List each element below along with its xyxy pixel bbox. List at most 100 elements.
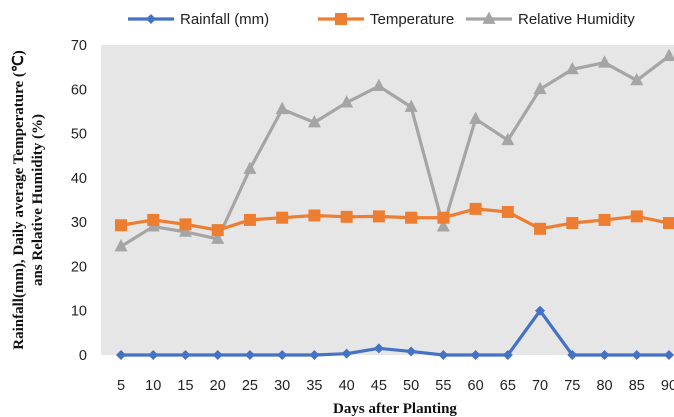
data-point-rainfall-mm [438,350,449,360]
data-point-relative-humidity [436,219,450,232]
data-point-relative-humidity [178,224,192,237]
x-tick-label: 45 [371,378,387,394]
data-point-relative-humidity [469,111,483,124]
data-point-temperature [243,213,256,226]
data-point-temperature [308,209,321,222]
data-point-temperature [211,224,224,237]
data-point-temperature [405,211,418,224]
data-point-rainfall-mm [470,350,481,360]
data-point-temperature [340,210,353,223]
plot-area [101,45,674,355]
x-tick-label: 25 [242,378,258,394]
x-tick-label: 5 [117,378,125,394]
data-point-rainfall-mm [309,350,320,360]
data-point-relative-humidity [662,48,674,61]
data-point-temperature [501,205,514,218]
data-point-rainfall-mm [406,346,417,357]
data-point-temperature [534,222,547,235]
series-line-rainfall-mm [121,309,669,357]
legend-item-relative-humidity: Relative Humidity [466,11,635,28]
y-axis-title: Rainfall(mm), Daily average Temperature … [11,50,46,349]
x-axis: 5 10 15 20 25 30 35 40 45 50 55 60 65 70 75 80 85 90 [117,378,674,394]
data-point-rainfall-mm [535,305,546,316]
x-tick-label: 15 [177,378,193,394]
data-point-rainfall-mm [567,350,578,360]
y-tick-label: 40 [71,171,87,187]
x-tick-label: 20 [210,378,226,394]
x-tick-label: 50 [403,378,419,394]
data-point-temperature [372,210,385,223]
data-point-relative-humidity [340,95,354,108]
data-point-temperature [179,218,192,231]
data-point-rainfall-mm [244,350,255,360]
y-tick-label: 70 [71,38,87,54]
legend-item-rainfall-mm: Rainfall (mm) [128,11,269,28]
y-axis: 0 10 20 30 40 50 60 70 [71,38,87,364]
y-axis-title-line-2: ans Relative Humidity (%) [30,114,46,286]
legend-swatch-marker [146,14,156,24]
data-point-rainfall-mm [148,350,159,360]
legend-label: Relative Humidity [518,11,635,28]
x-tick-label: 70 [532,378,548,394]
data-point-relative-humidity [372,78,386,92]
y-tick-label: 20 [71,259,87,275]
series-temperature [115,202,674,237]
data-point-temperature [115,219,127,232]
data-point-rainfall-mm [341,348,352,359]
x-tick-label: 40 [339,378,355,394]
x-tick-label: 90 [661,378,674,394]
x-tick-label: 60 [468,378,484,394]
y-axis-title-line-1: Rainfall(mm), Daily average Temperature … [11,50,27,349]
y-tick-label: 50 [71,127,87,143]
data-point-rainfall-mm [212,350,223,360]
data-point-temperature [630,210,643,223]
legend-item-temperature: Temperature [318,11,454,28]
x-tick-label: 65 [500,378,516,394]
data-point-temperature [469,202,482,215]
data-point-rainfall-mm [502,350,513,360]
x-tick-label: 85 [629,378,645,394]
data-point-temperature [663,217,674,230]
x-tick-label: 55 [435,378,451,394]
data-point-relative-humidity [501,132,515,146]
x-axis-title: Days after Planting [333,401,457,417]
data-point-relative-humidity [275,101,289,115]
x-tick-label: 75 [564,378,580,394]
legend-label: Temperature [370,11,454,28]
y-tick-label: 30 [71,215,87,231]
x-tick-label: 35 [306,378,322,394]
data-point-relative-humidity [630,72,644,86]
legend-label: Rainfall (mm) [180,11,269,28]
y-tick-label: 60 [71,82,87,98]
data-point-rainfall-mm [277,350,288,360]
data-point-relative-humidity [533,81,547,95]
legend-swatch-marker [482,11,496,24]
data-point-temperature [147,213,160,226]
legend: Rainfall (mm) Temperature Relative Humidit… [128,11,635,28]
legend-swatch-marker [335,13,347,25]
series-rainfall-mm [116,305,674,360]
data-point-rainfall-mm [631,350,642,360]
y-tick-label: 10 [71,304,87,320]
data-point-rainfall-mm [116,350,126,360]
data-point-temperature [598,213,611,226]
data-point-relative-humidity [114,239,128,252]
data-point-relative-humidity [307,115,321,128]
data-point-relative-humidity [211,231,225,244]
data-point-rainfall-mm [599,350,610,360]
data-point-relative-humidity [565,61,579,75]
data-point-temperature [276,211,289,224]
data-point-rainfall-mm [664,350,674,360]
data-point-rainfall-mm [373,343,384,354]
data-point-relative-humidity [598,55,612,68]
x-tick-label: 80 [596,378,612,394]
x-tick-label: 10 [145,378,161,394]
series-line-relative-humidity [120,54,670,248]
data-point-temperature [566,217,579,230]
y-tick-label: 0 [79,348,87,364]
data-point-relative-humidity [404,99,418,112]
data-point-rainfall-mm [180,350,191,360]
x-tick-label: 30 [274,378,290,394]
data-point-relative-humidity [243,161,257,174]
